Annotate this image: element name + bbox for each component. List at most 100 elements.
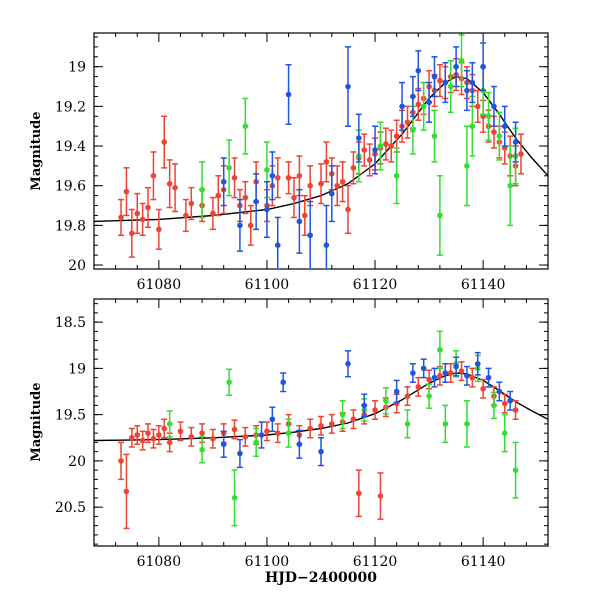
blue-data-point (220, 178, 227, 185)
red-data-point (356, 490, 362, 497)
blue-data-point (269, 172, 276, 179)
green-data-point (464, 421, 470, 427)
y-tick-label: 19 (68, 60, 86, 76)
blue-data-point (420, 365, 427, 372)
blue-data-point (329, 190, 335, 197)
red-data-point (480, 385, 486, 392)
bottom-panel-frame (93, 298, 549, 547)
green-data-point (437, 212, 443, 219)
blue-data-point (426, 99, 432, 106)
green-data-point (442, 421, 449, 427)
red-data-point (118, 214, 124, 221)
red-data-point (404, 119, 411, 126)
x-tick-label: 61100 (245, 277, 290, 293)
blue-data-point (496, 388, 503, 395)
green-data-point (404, 421, 411, 427)
red-data-point (291, 194, 297, 201)
red-data-point (231, 426, 238, 433)
blue-data-point (453, 63, 459, 70)
red-data-point (264, 428, 270, 435)
red-data-point (139, 216, 146, 223)
green-data-point (447, 83, 454, 90)
red-data-point (404, 393, 411, 399)
green-data-point (253, 439, 259, 446)
y-tick-label: 19.5 (55, 408, 86, 424)
green-data-point (485, 113, 492, 120)
x-tick-label: 61100 (245, 554, 290, 570)
green-data-point (231, 495, 238, 501)
red-data-point (393, 133, 400, 139)
red-data-point (145, 204, 151, 211)
red-data-point (156, 226, 162, 233)
green-data-point (393, 172, 400, 179)
red-data-point (210, 210, 216, 217)
blue-data-point (453, 363, 459, 370)
blue-data-point (253, 198, 259, 205)
blue-data-point (356, 135, 362, 141)
blue-data-point (318, 448, 324, 455)
blue-data-point (258, 432, 265, 438)
red-data-point (350, 165, 357, 171)
blue-data-point (220, 441, 227, 448)
green-data-point (410, 127, 416, 133)
x-tick-label: 61080 (137, 277, 182, 293)
y-tick-label: 19 (68, 361, 86, 377)
red-data-point (139, 437, 146, 444)
x-tick-label: 61140 (461, 554, 506, 570)
y-tick-label: 19.2 (55, 99, 86, 115)
red-data-point (350, 416, 357, 423)
red-data-point (215, 192, 222, 199)
blue-data-point (442, 79, 449, 86)
y-tick-label: 19.4 (55, 139, 86, 155)
y-tick-label: 20 (68, 454, 86, 470)
bottom-panel-ylabel: Magnitude (29, 382, 44, 461)
bottom-panel-xlabel: HJD−2400000 (265, 570, 377, 586)
red-data-point (199, 430, 205, 436)
green-data-point (199, 186, 205, 193)
blue-data-point (410, 93, 416, 100)
red-data-point (183, 212, 189, 219)
red-data-point (166, 439, 173, 446)
blue-data-point (399, 103, 405, 110)
red-data-point (318, 422, 324, 429)
red-data-point (458, 368, 465, 374)
blue-data-point (464, 87, 470, 94)
red-data-point (361, 147, 368, 153)
blue-data-point (269, 416, 276, 423)
red-data-point (172, 184, 178, 191)
red-data-point (177, 428, 184, 435)
red-data-point (415, 101, 422, 108)
green-data-point (383, 397, 389, 404)
blue-data-point (512, 139, 519, 145)
green-data-point (242, 123, 249, 130)
blue-data-point (323, 242, 330, 249)
red-data-point (388, 143, 395, 149)
y-tick-label: 19.8 (55, 218, 86, 234)
red-data-point (323, 159, 330, 165)
blue-data-point (442, 370, 449, 376)
red-data-point (285, 174, 292, 181)
red-data-point (437, 372, 443, 379)
red-data-point (134, 210, 141, 217)
red-data-point (339, 178, 346, 185)
red-data-point (301, 212, 308, 219)
blue-data-point (393, 388, 400, 395)
green-data-point (512, 467, 519, 473)
green-data-point (264, 167, 270, 173)
bottom-panel: Magnitude HJD−2400000 61080 61100 61120 611… (29, 298, 549, 586)
y-tick-label: 20 (68, 258, 86, 274)
x-tick-label: 61120 (353, 277, 398, 293)
red-data-point (329, 421, 335, 427)
y-tick-label: 19.6 (55, 179, 86, 195)
red-data-point (123, 488, 130, 495)
red-data-point (474, 103, 481, 110)
red-data-point (383, 141, 389, 147)
green-data-point (458, 57, 465, 64)
red-data-point (274, 174, 281, 181)
red-data-point (437, 77, 443, 84)
red-data-point (210, 435, 216, 442)
blue-data-point (264, 206, 270, 213)
red-data-point (512, 407, 519, 413)
green-data-point (437, 347, 443, 353)
